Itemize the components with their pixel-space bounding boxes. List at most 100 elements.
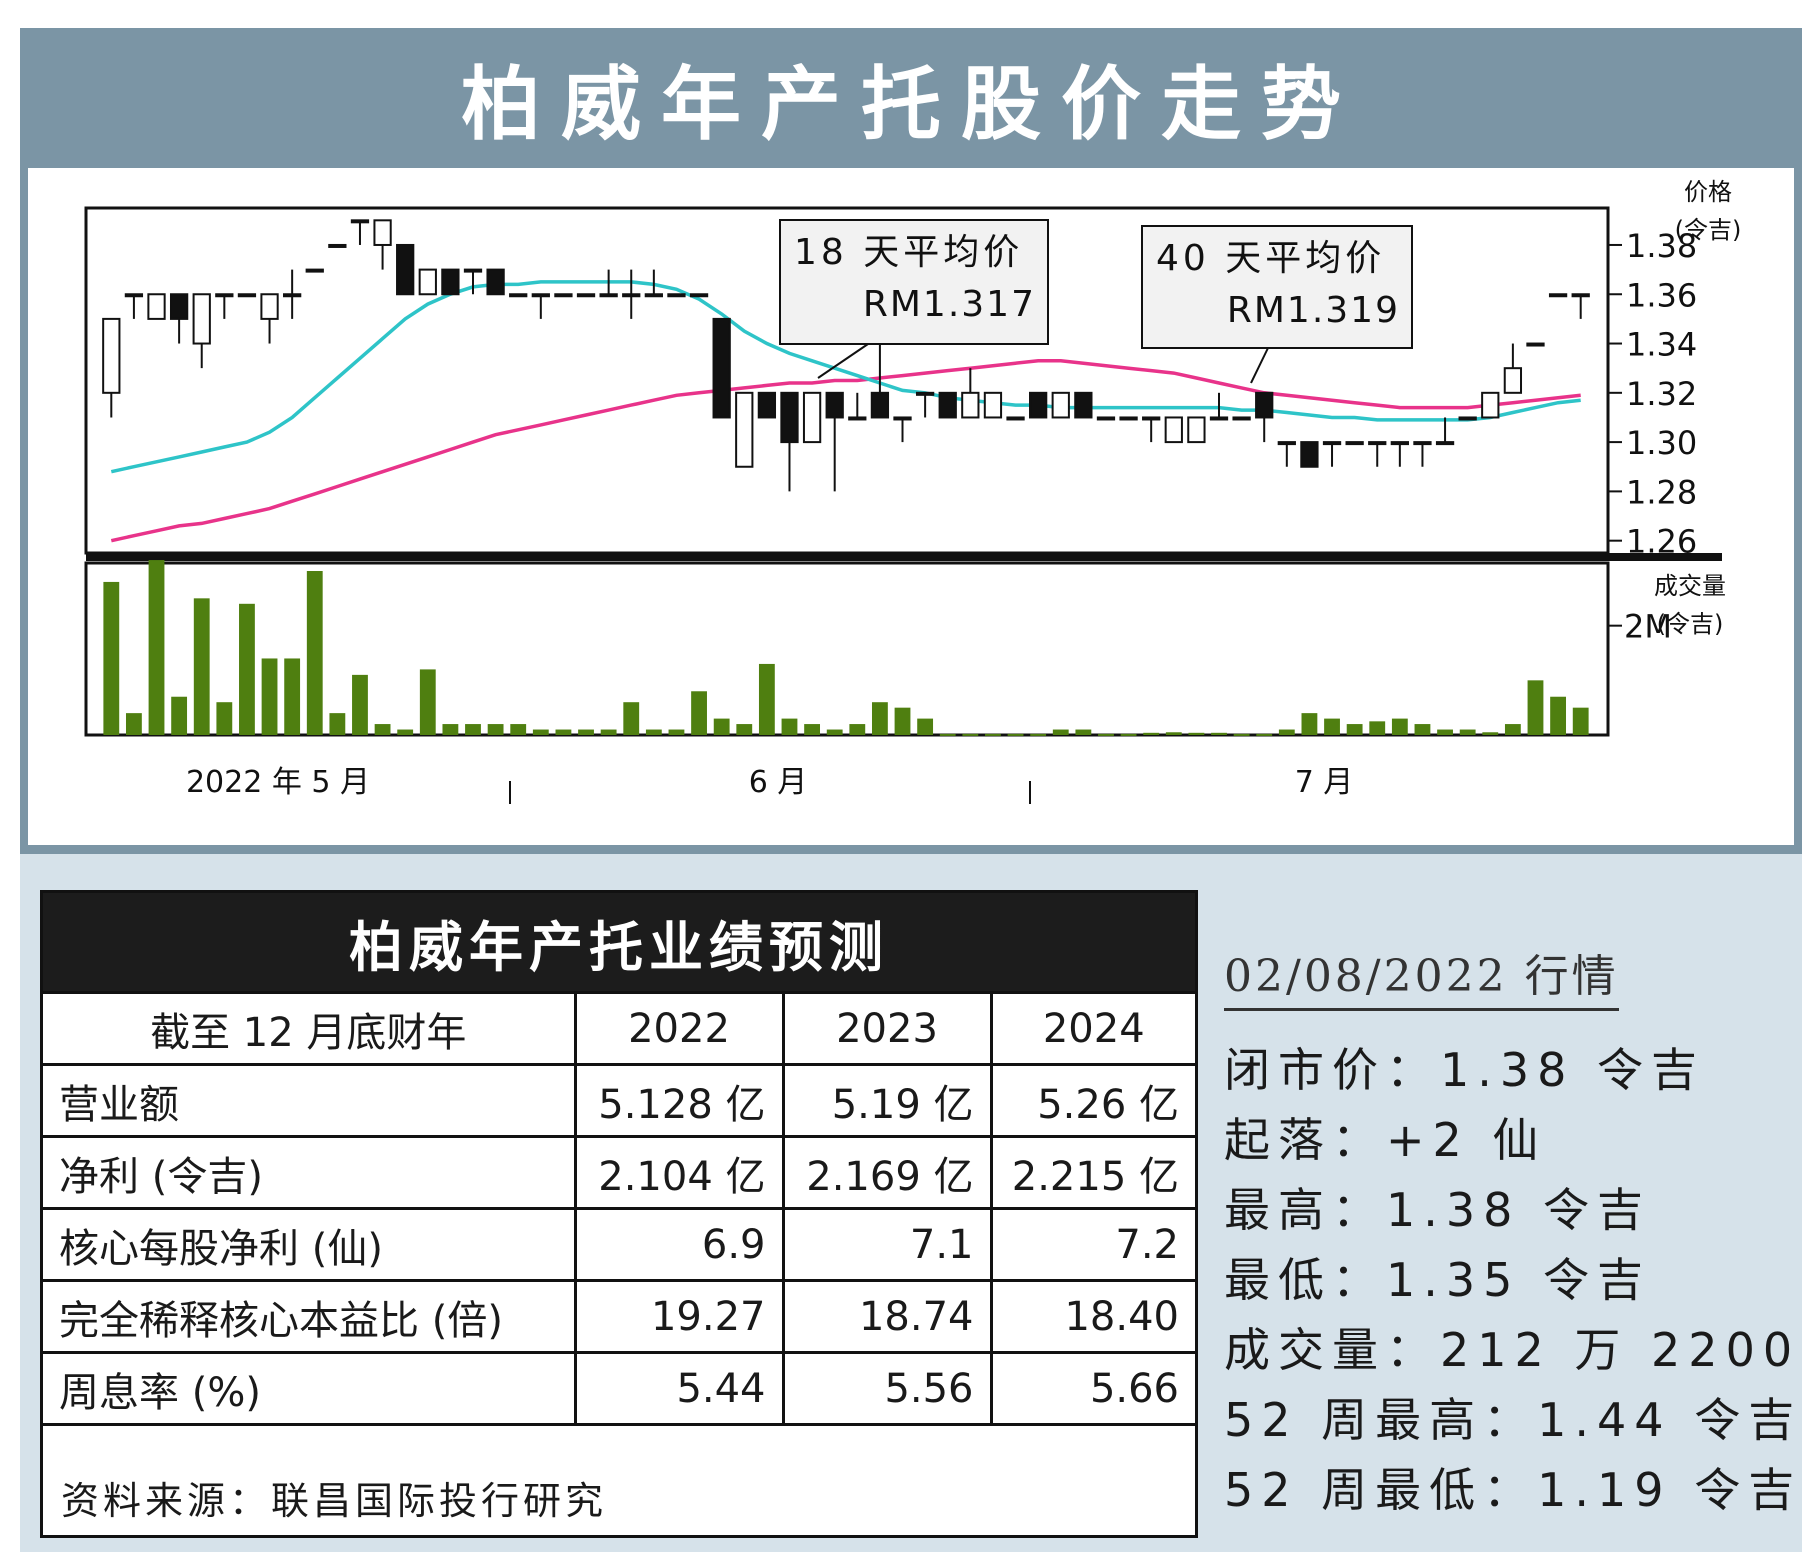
candle-body: [1074, 391, 1093, 419]
month-label: 2022 年 5 月: [186, 765, 370, 800]
ma18-annotation-label: 18 天平均价: [794, 232, 1023, 273]
volume-bar: [193, 598, 210, 735]
volume-bar: [1233, 733, 1250, 736]
volume-bar: [374, 724, 391, 735]
candle-body: [283, 293, 302, 298]
candle-body: [1503, 367, 1523, 394]
volume-bar: [736, 724, 753, 735]
volume-bar: [1527, 680, 1544, 735]
volume-bar: [917, 718, 934, 735]
stock-chart: 1.38 1.36 1.34 1.32 1.30 1.28 1.26 价格 (令吉) 成交量 (令吉…: [84, 178, 1741, 804]
candle-body: [644, 293, 663, 298]
ma18-annotation-value: RM1.317: [863, 284, 1036, 325]
ma40-annotation-label: 40 天平均价: [1156, 238, 1385, 279]
price-tick-label: 1.38: [1626, 227, 1697, 265]
volume-bar: [1550, 696, 1567, 735]
candle-body: [983, 391, 1003, 419]
candle-body: [1458, 416, 1477, 421]
volume-bar: [849, 724, 866, 735]
table-row: 周息率 (%) 5.44 5.56 5.66: [43, 1351, 1195, 1426]
volume-bar: [103, 581, 120, 735]
price-tick-label: 1.30: [1626, 424, 1697, 462]
candle-body: [463, 268, 483, 273]
table-cell: 19.27: [573, 1279, 785, 1354]
ma18-annotation-box: [779, 219, 1049, 345]
volume-bar: [1278, 729, 1295, 735]
candle-body: [486, 268, 505, 296]
forecast-table: 柏威年产托业绩预测 截至 12 月底财年 2022 2023 2024 营业额 …: [40, 890, 1198, 1538]
volume-bar: [1075, 729, 1092, 735]
table-cell: 5.26 亿: [989, 1063, 1195, 1138]
candle-body: [305, 268, 324, 273]
table-cell: 18.40: [989, 1279, 1195, 1354]
candle-body: [260, 293, 279, 320]
candle-body: [802, 391, 822, 444]
volume-bar: [1188, 732, 1205, 735]
source-note: 资料来源：联昌国际投行研究: [61, 1478, 608, 1523]
candle-body: [1368, 441, 1387, 446]
forecast-title: 柏威年产托业绩预测: [43, 893, 1195, 991]
volume-bar: [1482, 732, 1499, 735]
candle-body: [147, 293, 166, 320]
volume-bar: [216, 702, 233, 735]
candle-body: [712, 317, 731, 419]
candle-body: [1209, 416, 1229, 421]
candle-body: [124, 293, 144, 298]
candle-body: [1051, 391, 1070, 419]
volume-bar: [1572, 707, 1589, 735]
candle-body: [1322, 441, 1342, 446]
candle-body: [1548, 293, 1568, 298]
volume-bar: [871, 702, 888, 735]
volume-bar: [442, 724, 459, 735]
candle-body: [350, 219, 370, 224]
volume-bar: [713, 718, 730, 735]
volume-bar: [758, 663, 775, 735]
ma18-line: [110, 280, 1581, 474]
volume-bar: [1052, 729, 1069, 735]
ma40-line: [110, 359, 1581, 543]
candle-body: [1119, 416, 1138, 421]
candle-body: [1345, 441, 1364, 446]
price-tick-label: 1.34: [1626, 326, 1697, 364]
table-cell: 5.44: [573, 1351, 785, 1426]
candle-body: [509, 293, 528, 298]
price-tick-label: 1.28: [1626, 473, 1697, 511]
candle-body: [938, 391, 957, 419]
chart-panel: 1.38 1.36 1.34 1.32 1.30 1.28 1.26 价格 (令吉) 成交量 (令吉…: [28, 168, 1794, 845]
table-header-row: 截至 12 月底财年 2022 2023 2024: [43, 991, 1195, 1066]
candle-body: [1006, 416, 1025, 421]
quote-low: 最低：1.35 令吉: [1224, 1253, 1652, 1307]
volume-bar: [1301, 713, 1318, 735]
table-header-cell: 2022: [573, 991, 785, 1066]
quote-date: 02/08/2022 行情: [1224, 940, 1619, 1011]
table-cell: 2.215 亿: [989, 1135, 1195, 1210]
candle-body: [1526, 342, 1545, 347]
candle-body: [667, 293, 686, 298]
volume-bar: [1098, 733, 1114, 736]
candle-body: [531, 293, 550, 298]
volume-bar: [306, 571, 323, 735]
volume-bar: [419, 669, 436, 735]
price-tick-label: 1.26: [1626, 523, 1697, 561]
candle-body: [961, 391, 980, 419]
volume-bar: [148, 560, 165, 735]
candle-body: [1096, 416, 1116, 421]
volume-bar: [826, 729, 843, 735]
candle-body: [373, 219, 392, 246]
volume-bar: [1030, 733, 1047, 736]
table-row: 核心每股净利 (仙) 6.9 7.1 7.2: [43, 1207, 1195, 1282]
volume-bar: [1324, 718, 1340, 735]
row-label: 完全稀释核心本益比 (倍): [43, 1279, 577, 1354]
row-label: 净利 (令吉): [43, 1135, 577, 1210]
volume-bar: [668, 729, 685, 735]
volume-axis-unit: (令吉): [1657, 610, 1724, 638]
volume-bar: [578, 729, 594, 735]
candle-body: [576, 293, 596, 298]
table-cell: 2.104 亿: [573, 1135, 785, 1210]
candle-body: [192, 293, 211, 345]
candle-body: [102, 317, 121, 394]
candle-body: [418, 268, 437, 296]
candle-body: [237, 293, 257, 298]
candle-body: [893, 416, 912, 421]
row-label: 周息率 (%): [43, 1351, 577, 1426]
